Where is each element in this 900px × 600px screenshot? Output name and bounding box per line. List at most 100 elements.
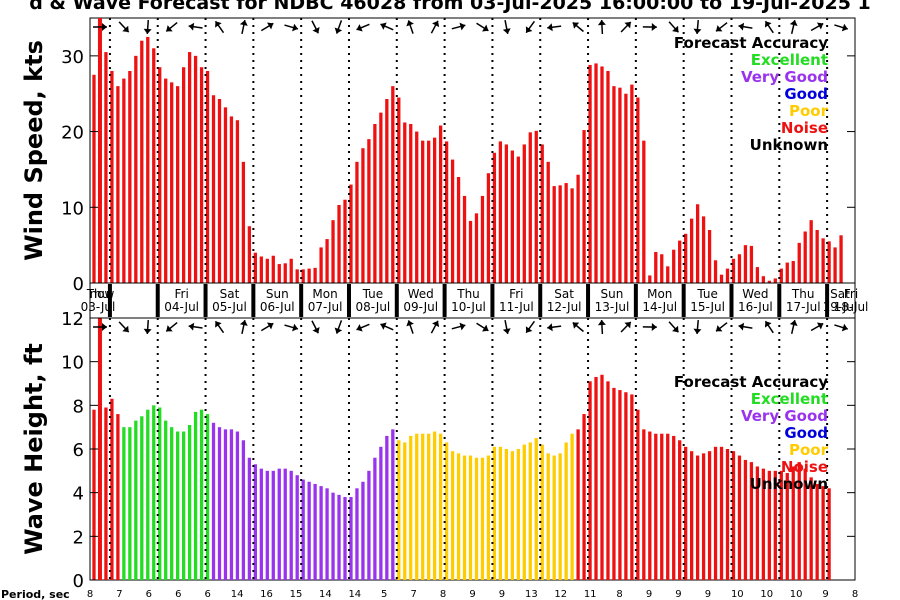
direction-arrow (118, 21, 130, 33)
direction-arrow (284, 23, 299, 32)
arrow-head (239, 320, 248, 326)
data-bar (468, 455, 473, 580)
direction-arrow (620, 321, 632, 333)
arrow-head (292, 323, 298, 332)
data-bar (701, 216, 706, 283)
data-bar (277, 468, 281, 580)
period-value: 11 (584, 589, 597, 600)
day-separator (299, 284, 304, 317)
data-bar (540, 144, 544, 283)
arrow-head (716, 325, 723, 332)
day-separator (681, 284, 686, 317)
arrow-head (789, 320, 798, 326)
data-bar (307, 268, 311, 283)
legend-title: Forecast Accuracy (674, 373, 828, 391)
data-bar (283, 468, 287, 580)
data-bar (391, 429, 395, 580)
data-bar (516, 449, 520, 580)
direction-arrow (834, 323, 848, 332)
day-separator (538, 284, 543, 317)
data-bar (695, 204, 700, 283)
day-separator (203, 284, 208, 317)
direction-arrow (143, 319, 152, 335)
data-bar (247, 226, 252, 283)
arrow-head (738, 22, 745, 31)
data-bar (558, 453, 562, 580)
y-tick-label: 4 (73, 484, 84, 505)
data-bar (809, 477, 813, 580)
data-bar (540, 444, 544, 580)
direction-arrow (525, 20, 536, 34)
day-separator (107, 284, 112, 317)
direction-arrow (311, 20, 320, 34)
data-bar (666, 266, 670, 283)
data-bar (480, 195, 485, 283)
direction-arrow (406, 20, 414, 34)
data-bar (594, 63, 598, 284)
data-bar (205, 414, 210, 580)
data-bar (116, 86, 120, 283)
period-value: 7 (410, 589, 416, 600)
day-of-week-label: Sun (266, 287, 289, 301)
arrow-head (502, 28, 511, 34)
data-bar (355, 161, 359, 283)
date-label: 04-Jul (164, 300, 199, 314)
direction-arrow (547, 23, 562, 32)
plot-area (89, 17, 856, 284)
arrow-head (292, 23, 298, 32)
data-bar (755, 466, 760, 580)
data-bar (546, 453, 550, 580)
direction-arrow (502, 319, 511, 335)
arrow-head (482, 324, 489, 332)
data-bar (337, 494, 341, 580)
data-bar (433, 431, 437, 580)
day-of-week-label: Sat (220, 287, 240, 301)
direction-arrow (356, 23, 370, 32)
data-bar (122, 427, 126, 580)
data-bar (379, 112, 383, 283)
data-bar (217, 99, 222, 283)
data-bar (415, 131, 419, 283)
arrow-head (215, 321, 222, 328)
y-tick-label: 0 (73, 274, 84, 295)
arrow-head (380, 22, 387, 30)
y-tick-label: 20 (61, 123, 84, 144)
direction-arrow (693, 19, 702, 35)
data-bar (570, 433, 574, 580)
data-bar (325, 488, 329, 580)
data-bar (187, 52, 192, 283)
data-bar (624, 392, 628, 580)
data-bar (731, 258, 736, 283)
data-bar (516, 156, 520, 283)
data-bar (654, 433, 658, 580)
data-bar (265, 470, 269, 580)
period-value: 9 (646, 589, 652, 600)
arrow-head (166, 325, 173, 332)
period-value: 8 (616, 589, 622, 600)
period-value: 9 (469, 589, 475, 600)
y-tick-label: 12 (61, 309, 84, 330)
legend-item: Poor (789, 102, 829, 120)
data-bar (427, 140, 431, 283)
direction-arrow (239, 319, 248, 335)
legend-item: Excellent (751, 51, 828, 69)
data-bar (158, 67, 162, 284)
data-bar (779, 268, 783, 283)
data-bar (313, 267, 317, 283)
data-bar (415, 433, 419, 580)
period-value: 9 (675, 589, 681, 600)
data-bar (672, 435, 676, 580)
data-bar (229, 116, 234, 284)
data-bar (636, 409, 640, 580)
data-bar (438, 125, 443, 283)
data-bar (211, 95, 216, 283)
date-label: 10-Jul (451, 300, 486, 314)
data-bar (528, 132, 532, 283)
data-bar (821, 238, 825, 283)
data-bar (588, 64, 592, 283)
data-bar (325, 239, 329, 283)
data-bar (803, 468, 807, 580)
date-label: 12-Jul (547, 300, 582, 314)
data-bar (421, 140, 425, 283)
data-bar (409, 124, 413, 283)
